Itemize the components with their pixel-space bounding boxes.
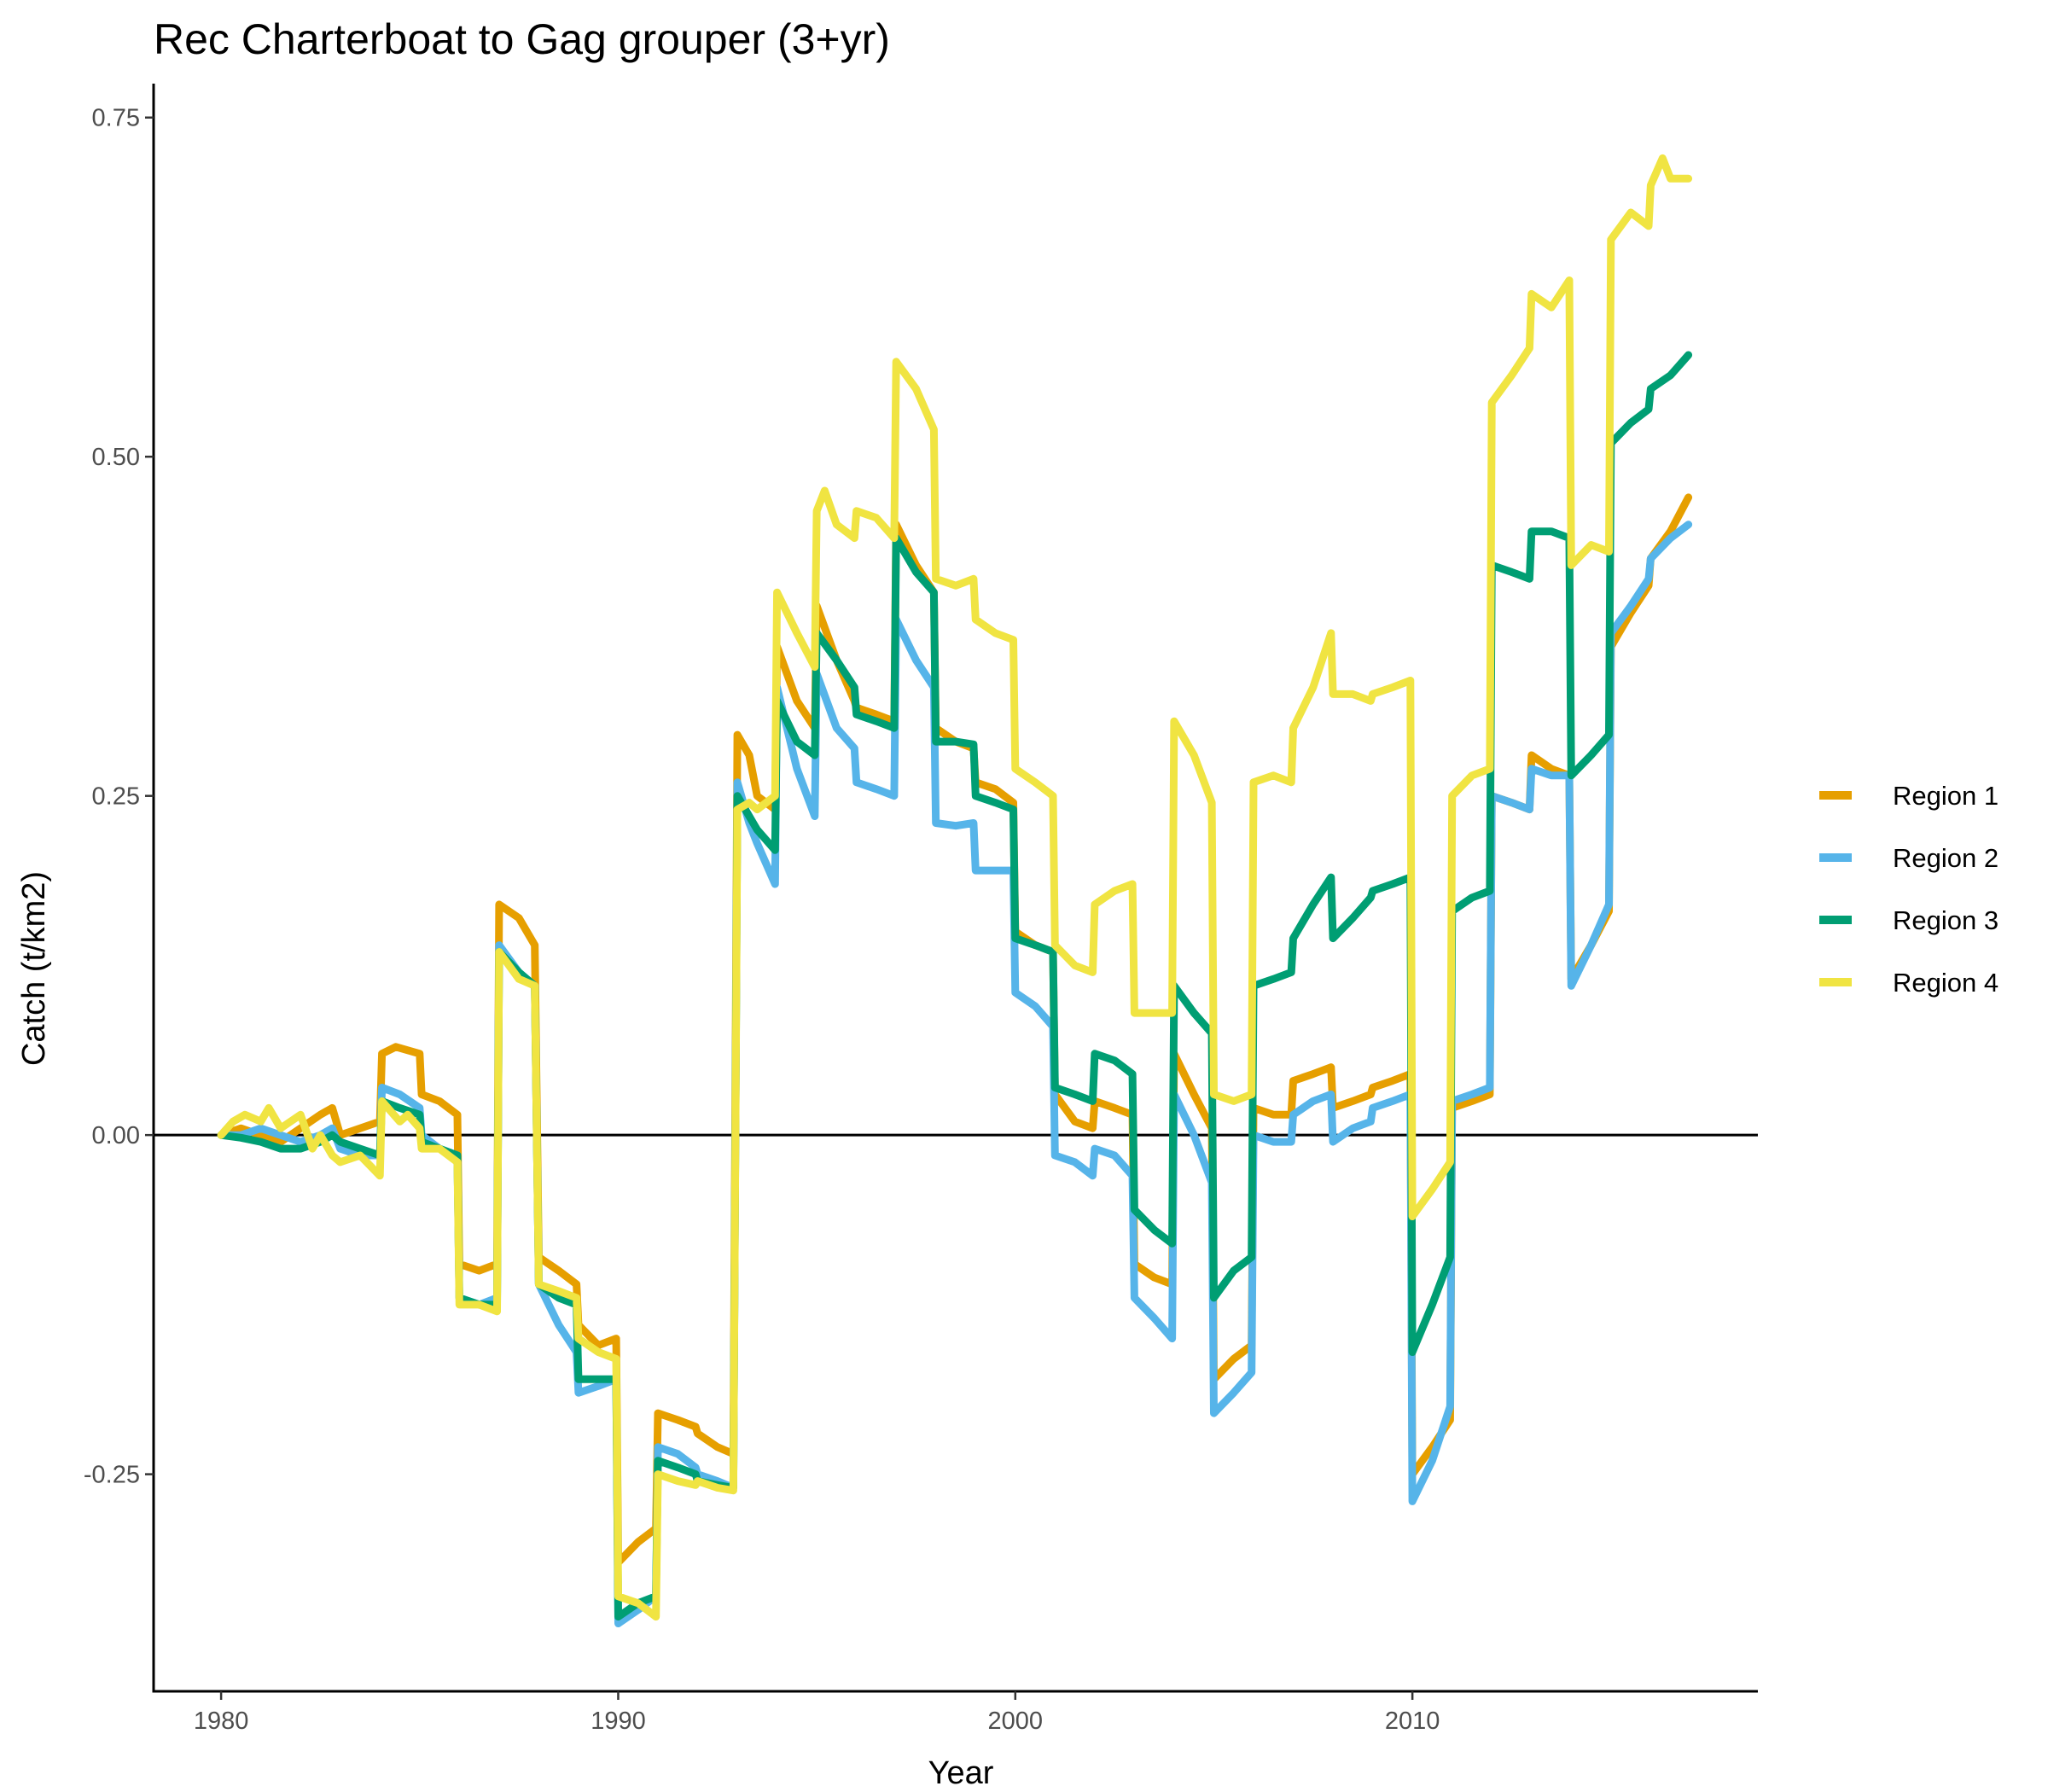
- y-tick-label: -0.25: [84, 1462, 140, 1489]
- y-axis-title: Catch (t/km2): [16, 871, 52, 1066]
- series-line-region-4: [217, 154, 1693, 1621]
- y-tick-label: 0.00: [92, 1122, 140, 1149]
- legend: Region 1 Region 2 Region 3 Region 4: [1819, 781, 1999, 998]
- y-tick-label: 0.75: [92, 105, 140, 132]
- y-tick-label: 0.50: [92, 444, 140, 471]
- chart-title: Rec Charterboat to Gag grouper (3+yr): [154, 15, 890, 63]
- legend-label-region-1: Region 1: [1893, 781, 1999, 811]
- series-line-region-2: [217, 521, 1693, 1627]
- plot-area: -0.25 0.00 0.25 0.50 0.75 1980 1990 2000 2010: [84, 84, 1758, 1735]
- x-tick-label: 2010: [1385, 1708, 1440, 1735]
- y-tick-label: 0.25: [92, 783, 140, 811]
- x-tick-label: 2000: [988, 1708, 1044, 1735]
- legend-label-region-3: Region 3: [1893, 905, 1999, 935]
- legend-label-region-2: Region 2: [1893, 843, 1999, 873]
- series-line-region-1: [217, 493, 1693, 1567]
- x-axis-title: Year: [928, 1755, 994, 1791]
- x-tick-label: 1990: [591, 1708, 646, 1735]
- series-line-region-3: [217, 351, 1693, 1621]
- x-tick-label: 1980: [194, 1708, 249, 1735]
- legend-label-region-4: Region 4: [1893, 968, 1999, 998]
